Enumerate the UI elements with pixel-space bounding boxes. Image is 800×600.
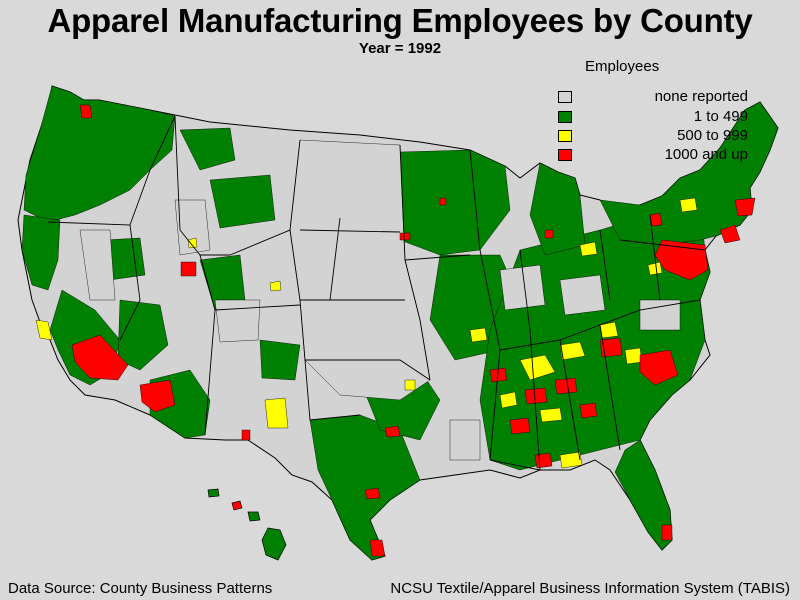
legend-swatch-low: [558, 111, 572, 123]
legend-item-mid: 500 to 999: [558, 127, 748, 145]
gray-patches: [79, 139, 681, 461]
hawaii-island-oahu: [231, 500, 243, 511]
legend-title: Employees: [585, 58, 660, 75]
legend-label-mid: 500 to 999: [677, 127, 748, 144]
hawaii-island-maui: [247, 511, 261, 522]
red-counties: [71, 104, 756, 557]
green-counties: [21, 85, 779, 561]
hawaii-island-kauai: [207, 488, 220, 498]
los-angeles-county: [71, 334, 129, 381]
legend-swatch-none: [558, 91, 572, 103]
credit-note: NCSU Textile/Apparel Business Informatio…: [390, 580, 790, 597]
legend-label-high: 1000 and up: [664, 146, 748, 163]
legend-swatch-mid: [558, 130, 572, 142]
hawaii-island-big: [261, 527, 287, 561]
map-subtitle: Year = 1992: [358, 40, 442, 57]
map-title: Apparel Manufacturing Employees by Count…: [47, 2, 753, 39]
state-borders: [47, 115, 706, 471]
legend-swatch-high: [558, 149, 572, 161]
legend-label-none: none reported: [654, 88, 748, 105]
legend-label-low: 1 to 499: [693, 108, 748, 125]
legend-item-low: 1 to 499: [558, 108, 748, 126]
data-source-note: Data Source: County Business Patterns: [8, 580, 273, 597]
legend-item-high: 1000 and up: [558, 146, 748, 164]
legend-item-none: none reported: [558, 88, 748, 106]
